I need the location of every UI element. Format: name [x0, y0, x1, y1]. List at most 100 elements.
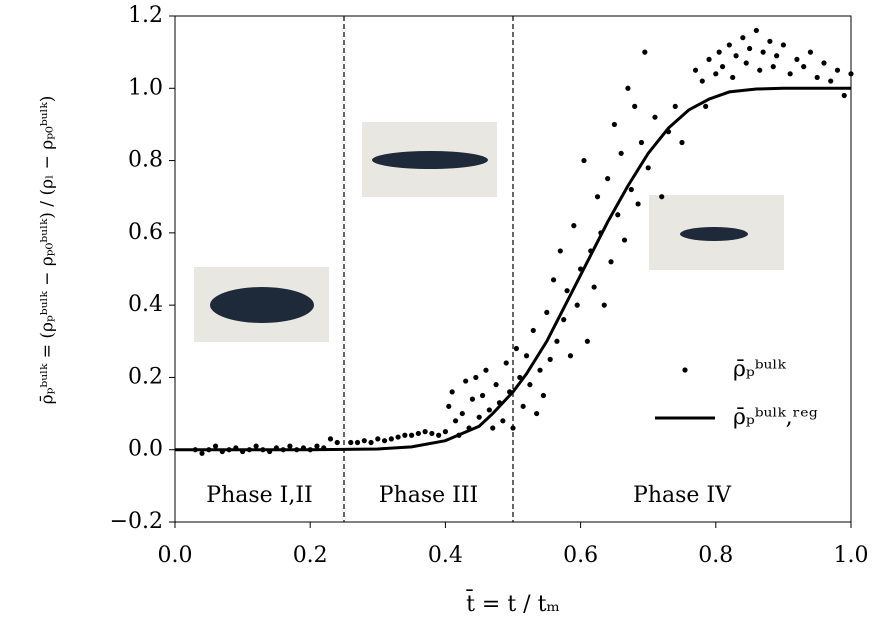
data-point	[659, 194, 665, 200]
data-point	[544, 309, 550, 315]
data-point	[706, 56, 712, 62]
data-point	[834, 67, 841, 73]
data-point	[621, 237, 628, 243]
data-point	[692, 67, 699, 73]
data-point	[601, 302, 607, 308]
data-point	[719, 64, 726, 70]
data-point	[567, 353, 574, 359]
data-point	[287, 443, 293, 449]
data-point	[388, 436, 394, 442]
data-point	[436, 432, 442, 438]
phase-label: Phase III	[379, 483, 478, 508]
data-point	[716, 49, 722, 55]
data-point	[801, 64, 807, 70]
data-point	[757, 67, 763, 73]
data-point	[594, 194, 601, 200]
data-point	[770, 64, 776, 70]
data-point	[452, 418, 459, 424]
data-point	[402, 432, 408, 438]
plot-frame	[174, 15, 852, 523]
data-point	[564, 288, 570, 294]
data-point	[368, 439, 374, 446]
data-point	[459, 410, 465, 417]
data-point	[638, 139, 645, 146]
data-point	[513, 345, 519, 352]
data-point	[409, 432, 415, 438]
data-point	[632, 103, 638, 109]
data-point	[743, 60, 749, 66]
x-tick-label: 0.4	[428, 543, 463, 568]
data-point	[672, 103, 678, 109]
x-tick-label: 0.2	[293, 543, 328, 568]
data-point	[618, 150, 624, 156]
data-point	[415, 430, 421, 437]
data-point	[520, 403, 526, 409]
data-point	[605, 176, 611, 182]
data-point	[561, 317, 567, 323]
data-point	[473, 374, 479, 381]
data-point	[537, 367, 543, 373]
data-point	[774, 53, 780, 59]
data-point	[615, 212, 621, 218]
data-point	[212, 443, 219, 449]
data-point	[375, 436, 381, 442]
data-point	[547, 356, 553, 362]
data-point	[642, 49, 648, 55]
photo-sample	[680, 227, 748, 241]
data-point	[814, 74, 820, 81]
data-point	[703, 103, 709, 109]
photo-sample	[210, 287, 314, 323]
y-tick-label: 1.0	[128, 75, 163, 100]
x-tick-label: 0.8	[698, 543, 733, 568]
data-point	[726, 42, 732, 48]
data-point	[493, 382, 499, 388]
data-point	[327, 436, 334, 442]
data-point	[361, 438, 367, 444]
data-point	[534, 410, 540, 417]
data-point	[635, 201, 641, 207]
phase-label: Phase IV	[633, 483, 732, 508]
y-tick-label: −0.2	[110, 509, 163, 534]
data-point	[574, 302, 580, 308]
y-tick-label: 0.6	[128, 220, 163, 245]
data-point	[500, 418, 506, 424]
data-point	[608, 259, 614, 265]
data-point	[354, 439, 361, 446]
phase-label: Phase I,II	[206, 483, 312, 508]
y-tick-label: 1.2	[128, 3, 163, 28]
y-tick-label: 0.4	[128, 292, 163, 317]
data-point	[584, 338, 590, 344]
data-point	[442, 429, 448, 435]
legend-label: ρ̄ₚᵇᵘˡᵏ,ʳᵉᵍ	[733, 405, 818, 430]
data-point	[733, 53, 739, 59]
data-point	[747, 45, 753, 52]
data-point	[348, 439, 354, 446]
legend-marker	[682, 367, 688, 373]
photos	[194, 122, 784, 342]
data-point	[527, 382, 533, 388]
data-point	[652, 114, 658, 120]
data-point	[479, 392, 486, 399]
data-point	[679, 139, 685, 146]
data-point	[645, 165, 651, 171]
data-point	[476, 414, 482, 420]
data-point	[314, 443, 320, 449]
data-point	[828, 78, 834, 84]
y-axis-label: ρ̄ₚᵇᵘˡᵏ = (ρₚᵇᵘˡᵏ − ρₚ₀ᵇᵘˡᵏ) / (ρₗ − ρₚ₀…	[38, 96, 58, 405]
data-point	[446, 403, 452, 409]
data-point	[395, 434, 401, 440]
data-point	[699, 78, 705, 84]
data-point	[780, 42, 787, 48]
photo-sample	[372, 151, 488, 169]
data-point	[530, 327, 536, 334]
data-point	[841, 92, 847, 99]
x-tick-label: 0.6	[563, 543, 598, 568]
data-point	[199, 450, 205, 456]
data-point	[571, 223, 577, 229]
data-point	[422, 429, 428, 435]
legend-label: ρ̄ₚᵇᵘˡᵏ	[733, 357, 787, 382]
data-point	[429, 430, 435, 437]
x-tick-label: 1.0	[834, 543, 869, 568]
x-tick-label: 0.0	[158, 543, 193, 568]
